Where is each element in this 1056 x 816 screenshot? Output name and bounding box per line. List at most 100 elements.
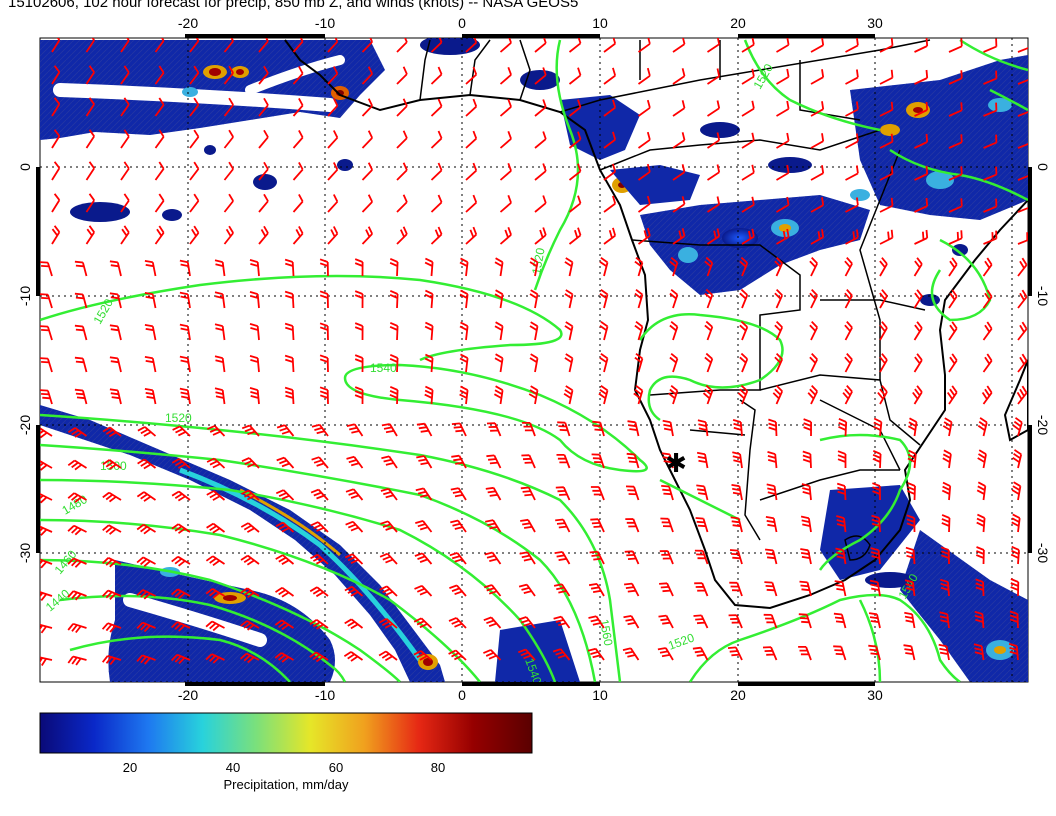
wind-barb — [346, 423, 364, 437]
x-tick-label: -20 — [178, 15, 198, 31]
wind-barb — [603, 163, 617, 181]
wind-barb — [983, 166, 998, 181]
wind-barb — [737, 384, 749, 405]
wind-barb — [310, 553, 329, 565]
wind-barb — [430, 38, 443, 53]
wind-barb — [240, 620, 260, 631]
wind-barb — [946, 385, 958, 405]
wind-barb — [556, 454, 571, 469]
wind-barb — [171, 523, 191, 534]
wind-barb — [774, 256, 784, 277]
wind-barb — [1017, 257, 1028, 277]
x-tick-label: 20 — [730, 687, 746, 703]
wind-barb — [907, 417, 918, 437]
wind-barb — [905, 546, 916, 565]
colorbar: 20 40 60 80 Precipitation, mm/day — [39, 712, 533, 792]
wind-barb — [948, 38, 963, 53]
wind-barb — [810, 133, 825, 149]
wind-barb — [179, 387, 191, 405]
wind-barb — [983, 198, 998, 213]
wind-barb — [940, 578, 950, 597]
wind-barb — [981, 385, 993, 405]
wind-barb — [449, 552, 467, 565]
wind-barb — [948, 102, 963, 117]
wind-barb — [588, 615, 605, 629]
wind-barb — [983, 70, 998, 85]
wind-barb — [154, 65, 165, 85]
wind-barb — [465, 130, 478, 149]
wind-barb — [274, 619, 294, 631]
wind-barb — [845, 165, 859, 181]
wind-barb — [520, 518, 536, 533]
wind-barb — [396, 226, 408, 245]
wind-barb — [241, 457, 260, 469]
wind-barb — [672, 38, 686, 53]
wind-barb — [499, 162, 512, 181]
wind-barb — [465, 162, 478, 181]
wind-barb — [563, 385, 574, 405]
wind-barb — [879, 321, 888, 341]
wind-barb — [564, 321, 574, 341]
wind-barb — [258, 225, 269, 245]
wind-barb — [284, 258, 295, 277]
wind-barb — [240, 587, 260, 599]
wind-barb — [707, 100, 721, 117]
wind-barb — [120, 129, 130, 149]
wind-barb — [637, 131, 651, 149]
wind-barb — [319, 354, 329, 373]
x-tick-labels-bottom: -20 -10 0 10 20 30 — [178, 687, 883, 703]
wind-barb — [258, 193, 269, 213]
wind-barb — [450, 519, 467, 533]
wind-barb — [136, 621, 156, 633]
wind-barb — [707, 196, 721, 213]
wind-barb — [529, 353, 539, 373]
wind-barb — [74, 356, 88, 373]
wind-barb — [40, 525, 53, 536]
wind-barb — [983, 134, 998, 149]
wind-barb — [154, 225, 165, 245]
wind-barb — [704, 320, 714, 341]
wind-barb — [396, 98, 408, 117]
wind-barb — [626, 452, 640, 469]
wind-barb — [982, 353, 993, 373]
wind-barb — [564, 257, 574, 277]
wind-barb — [67, 524, 87, 536]
wind-barb — [361, 98, 374, 117]
wind-barb — [67, 557, 87, 568]
wind-barb — [223, 65, 234, 85]
map-title: 15102606, 102 hour forecast for precip, … — [8, 0, 579, 11]
wind-barb — [568, 195, 582, 213]
wind-barb — [343, 651, 364, 662]
wind-barb — [258, 65, 269, 85]
wind-barb — [292, 38, 304, 53]
wind-barb — [904, 611, 916, 629]
wind-barb — [834, 580, 847, 597]
wind-barb — [739, 288, 749, 309]
wind-barb — [327, 38, 339, 53]
wind-barb — [396, 194, 408, 213]
wind-barb — [171, 458, 191, 469]
wind-barb — [948, 321, 958, 341]
wind-barb — [1017, 47, 1028, 53]
wind-barb — [292, 161, 304, 181]
wind-barb — [67, 590, 87, 601]
wind-barb — [311, 423, 329, 437]
wind-barb — [309, 619, 329, 630]
wind-barb — [696, 484, 709, 501]
station-marker: ✱ — [665, 449, 687, 479]
wind-barb — [672, 164, 686, 181]
wind-barb — [588, 583, 605, 597]
wind-barb — [844, 289, 853, 309]
wind-barb — [798, 646, 812, 661]
wind-barb — [292, 65, 304, 85]
wind-barb — [568, 67, 582, 85]
wind-barb — [517, 648, 536, 661]
wind-barb — [499, 98, 512, 117]
wind-barb — [879, 165, 894, 181]
wind-barb — [205, 555, 226, 567]
wind-barb — [396, 38, 408, 53]
wind-barb — [459, 257, 469, 277]
wind-barb — [170, 653, 191, 665]
wind-barb — [40, 293, 53, 309]
wind-barb — [154, 97, 165, 117]
